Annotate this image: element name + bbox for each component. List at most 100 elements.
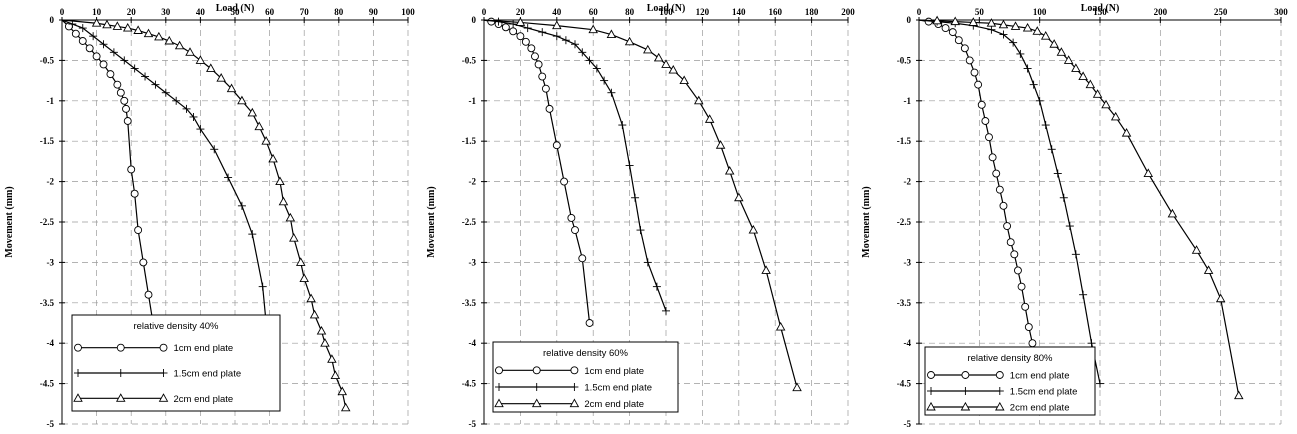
data-point xyxy=(78,37,87,45)
y-tick-label: -2.5 xyxy=(40,217,55,227)
x-tick-label: 140 xyxy=(732,7,746,17)
data-point xyxy=(1010,250,1019,259)
data-point xyxy=(226,83,237,93)
data-point xyxy=(224,173,233,182)
y-tick-label: 0 xyxy=(472,15,477,25)
data-point xyxy=(161,88,170,97)
data-point xyxy=(1087,339,1096,348)
data-point xyxy=(724,165,735,175)
data-point xyxy=(113,80,122,89)
data-point xyxy=(1040,31,1051,40)
data-point xyxy=(122,22,133,32)
data-point xyxy=(588,24,598,34)
data-point xyxy=(1215,293,1226,303)
legend-label: 1cm end plate xyxy=(584,366,644,377)
legend-marker xyxy=(115,393,126,402)
x-tick-label: 100 xyxy=(401,7,415,17)
data-point xyxy=(932,15,942,25)
y-tick-label: -4.5 xyxy=(897,379,912,389)
data-point xyxy=(316,325,327,335)
data-point xyxy=(981,117,990,125)
data-point xyxy=(237,201,246,210)
data-point xyxy=(247,107,258,117)
data-point xyxy=(1029,80,1038,89)
data-point xyxy=(977,100,986,109)
data-point xyxy=(210,145,219,154)
data-point xyxy=(509,27,518,36)
data-point xyxy=(278,196,289,206)
data-point xyxy=(154,31,164,41)
data-point xyxy=(285,212,296,222)
legend-label: 1.5cm end plate xyxy=(584,383,652,394)
legend-marker xyxy=(158,393,169,402)
data-point xyxy=(552,141,561,150)
series-triangle xyxy=(61,18,351,412)
data-point xyxy=(261,136,271,145)
data-point xyxy=(248,230,257,239)
x-tick-label: 90 xyxy=(369,7,379,17)
data-point xyxy=(275,176,285,186)
legend-marker xyxy=(159,343,168,352)
data-point xyxy=(693,95,704,105)
series-line xyxy=(61,19,347,408)
data-point xyxy=(130,189,139,198)
data-point xyxy=(1101,99,1111,109)
data-point xyxy=(948,28,957,37)
y-tick-label: -4 xyxy=(47,338,55,348)
data-point xyxy=(950,16,960,26)
data-point xyxy=(254,121,264,131)
data-point xyxy=(618,121,627,130)
legend-marker xyxy=(570,383,579,391)
data-point xyxy=(196,125,205,134)
data-point xyxy=(1096,379,1104,388)
data-point xyxy=(761,265,771,274)
data-point xyxy=(679,75,689,85)
data-point xyxy=(1234,390,1244,400)
data-point xyxy=(122,104,130,113)
chart-panel-2: 0 20 40 60 80 100 120 140 160 180 200 0 -0.5 -1 -1.5 -2… xyxy=(426,3,855,429)
data-point xyxy=(109,48,118,57)
data-point xyxy=(661,59,671,68)
data-point xyxy=(1047,145,1056,154)
data-point xyxy=(258,282,267,291)
y-tick-label: -0.5 xyxy=(40,55,55,65)
data-point xyxy=(1032,26,1043,35)
data-point xyxy=(585,56,594,65)
data-point xyxy=(734,192,744,202)
data-point xyxy=(309,309,320,319)
y-axis-title: Movement (mm) xyxy=(4,186,15,257)
data-point xyxy=(92,52,101,61)
legend-label: 1cm end plate xyxy=(174,343,234,354)
data-point xyxy=(1003,222,1012,230)
series-plus xyxy=(483,17,670,315)
series-line xyxy=(483,19,667,312)
y-tick-label: -4.5 xyxy=(462,379,477,389)
data-point xyxy=(102,19,112,29)
y-tick-label: -3.5 xyxy=(40,298,55,308)
data-point xyxy=(643,44,653,54)
data-point xyxy=(578,48,587,57)
data-point xyxy=(775,321,786,331)
data-point xyxy=(527,44,536,53)
legend-marker xyxy=(494,398,504,408)
data-point xyxy=(1035,96,1044,105)
legend-title: relative density 40% xyxy=(133,321,219,332)
data-point xyxy=(968,17,979,26)
data-point xyxy=(516,32,525,41)
x-tick-label: 50 xyxy=(231,7,241,17)
legend-label: 1.5cm end plate xyxy=(174,369,242,380)
x-tick-label: 200 xyxy=(841,7,855,17)
data-point xyxy=(578,254,587,263)
series-line xyxy=(918,19,1240,396)
data-point xyxy=(567,214,576,222)
x-tick-label: 10 xyxy=(92,7,102,17)
data-point xyxy=(195,55,206,64)
data-point xyxy=(1063,55,1074,64)
data-point xyxy=(523,24,532,33)
data-point xyxy=(91,18,102,27)
legend-marker xyxy=(159,369,168,377)
data-point xyxy=(965,56,974,65)
legend-label: 2cm end plate xyxy=(1010,403,1070,414)
data-point xyxy=(1110,111,1121,121)
legend-marker xyxy=(995,387,1004,395)
